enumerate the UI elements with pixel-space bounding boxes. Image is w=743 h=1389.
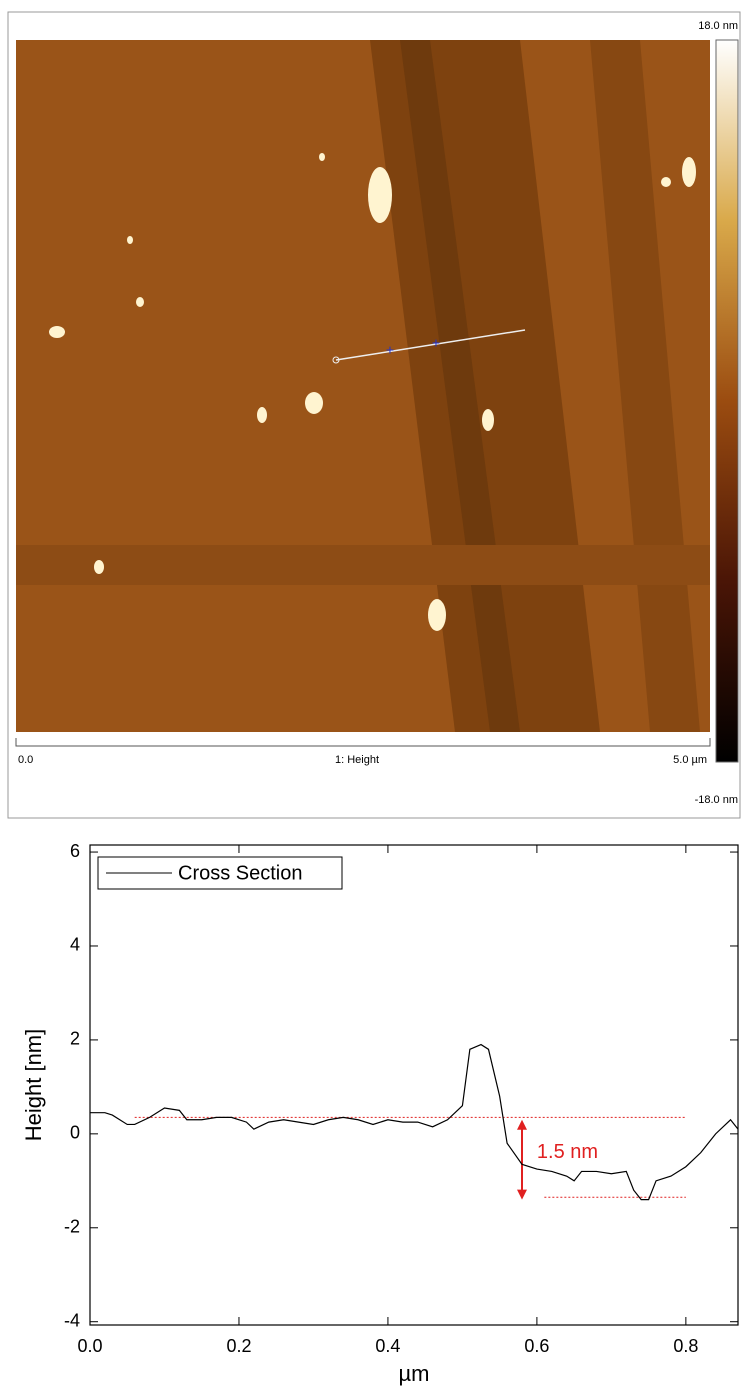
afm-panel: + + 18.0 nm -18.0 nm 0.0 1: Height 5.0 µ…: [0, 0, 743, 822]
x-tick-label: 0.6: [524, 1336, 549, 1356]
y-tick-label: -2: [64, 1217, 80, 1237]
legend-label: Cross Section: [178, 862, 303, 884]
chart: -4 -2 0 2 4 6 0.0 0.2 0.4 0.6 0.8 µm Height [nm] 1.5 …: [0, 822, 743, 1389]
plot-frame: [90, 845, 738, 1325]
x-tick-label: 0.2: [226, 1336, 251, 1356]
scan-band: [16, 545, 710, 585]
scale-start: 0.0: [18, 754, 33, 766]
y-tick-label: 6: [70, 841, 80, 861]
x-axis-label: µm: [398, 1361, 429, 1386]
cursor: +: [432, 335, 440, 351]
arrow-head: [517, 1120, 527, 1130]
arrow-head: [517, 1190, 527, 1200]
data-line: [90, 1045, 738, 1200]
color-max: 18.0 nm: [698, 20, 738, 32]
cursor: +: [386, 342, 394, 358]
y-tick-label: 4: [70, 935, 80, 955]
x-tick-label: 0.4: [375, 1336, 400, 1356]
page: + + 18.0 nm -18.0 nm 0.0 1: Height 5.0 µ…: [0, 0, 743, 1389]
color-bar: [716, 40, 738, 762]
x-tick-label: 0.0: [77, 1336, 102, 1356]
y-tick-label: 0: [70, 1123, 80, 1143]
y-axis-label: Height [nm]: [21, 1029, 46, 1142]
y-tick-label: -4: [64, 1310, 80, 1330]
scale-end: 5.0 µm: [673, 754, 707, 766]
color-min: -18.0 nm: [695, 794, 738, 806]
y-tick-label: 2: [70, 1029, 80, 1049]
x-tick-label: 0.8: [673, 1336, 698, 1356]
channel-label: 1: Height: [335, 754, 379, 766]
annotation: 1.5 nm: [537, 1141, 598, 1163]
